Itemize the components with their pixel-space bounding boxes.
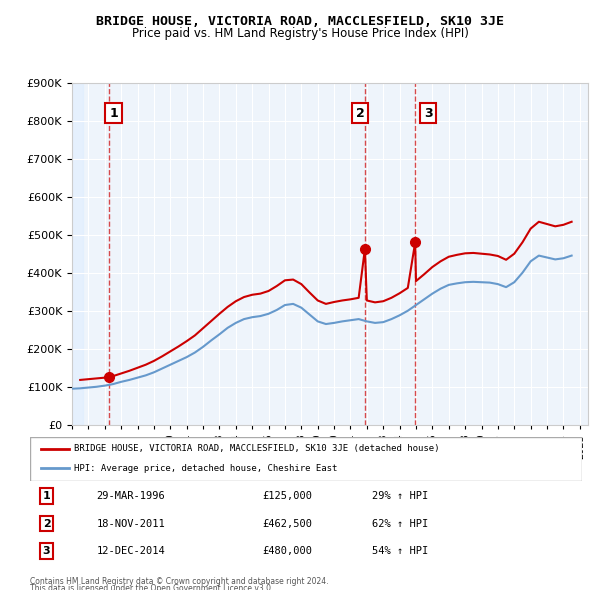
Text: £125,000: £125,000 [262,491,312,502]
Text: BRIDGE HOUSE, VICTORIA ROAD, MACCLESFIELD, SK10 3JE (detached house): BRIDGE HOUSE, VICTORIA ROAD, MACCLESFIEL… [74,444,440,454]
Text: Contains HM Land Registry data © Crown copyright and database right 2024.: Contains HM Land Registry data © Crown c… [30,577,329,586]
Text: 29% ↑ HPI: 29% ↑ HPI [372,491,428,502]
Text: Price paid vs. HM Land Registry's House Price Index (HPI): Price paid vs. HM Land Registry's House … [131,27,469,40]
FancyBboxPatch shape [30,437,582,481]
Text: 54% ↑ HPI: 54% ↑ HPI [372,546,428,556]
Text: 1: 1 [43,491,50,502]
Text: 18-NOV-2011: 18-NOV-2011 [96,519,165,529]
Text: 1: 1 [109,107,118,120]
Text: 2: 2 [43,519,50,529]
Text: HPI: Average price, detached house, Cheshire East: HPI: Average price, detached house, Ches… [74,464,338,473]
Text: 2: 2 [356,107,364,120]
Text: £480,000: £480,000 [262,546,312,556]
Text: 3: 3 [424,107,433,120]
Text: £462,500: £462,500 [262,519,312,529]
Text: BRIDGE HOUSE, VICTORIA ROAD, MACCLESFIELD, SK10 3JE: BRIDGE HOUSE, VICTORIA ROAD, MACCLESFIEL… [96,15,504,28]
Text: 3: 3 [43,546,50,556]
Text: This data is licensed under the Open Government Licence v3.0.: This data is licensed under the Open Gov… [30,584,274,590]
Text: 12-DEC-2014: 12-DEC-2014 [96,546,165,556]
Bar [72,83,83,425]
Text: 29-MAR-1996: 29-MAR-1996 [96,491,165,502]
Text: 62% ↑ HPI: 62% ↑ HPI [372,519,428,529]
